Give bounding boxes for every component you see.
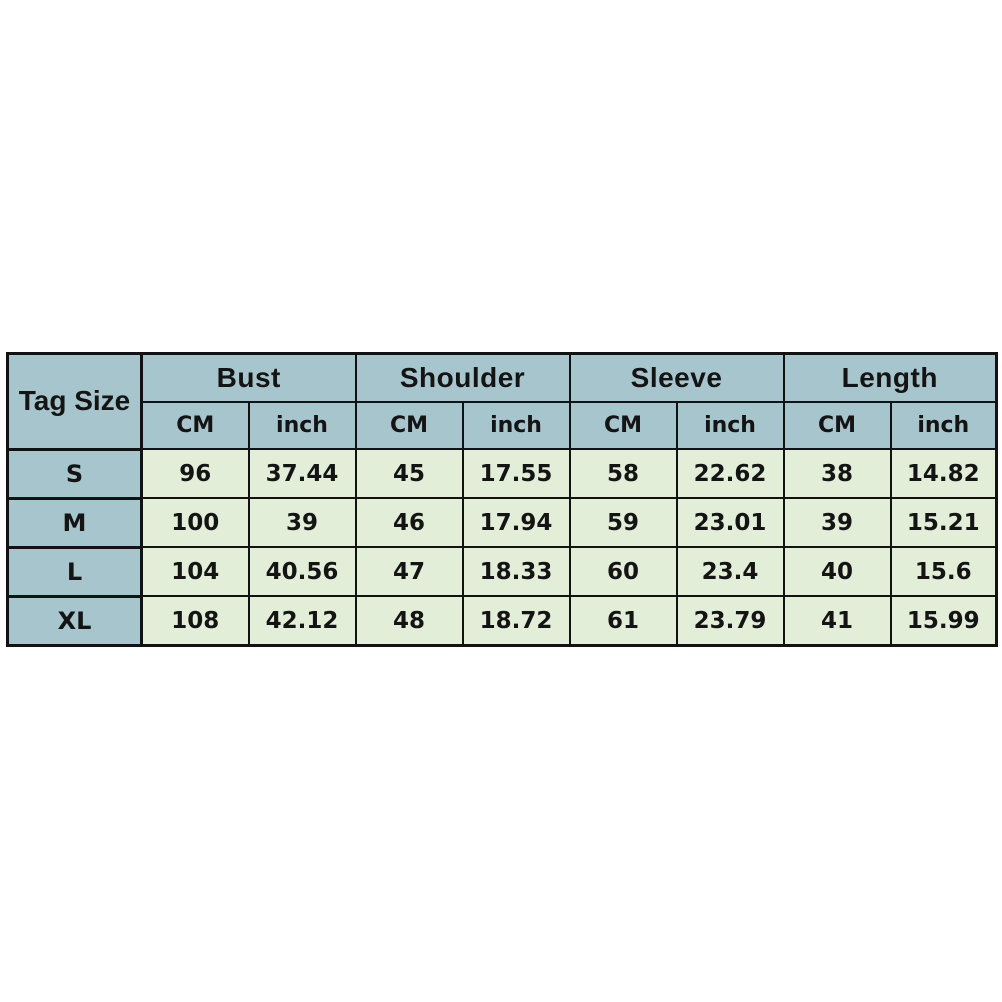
- value-cell-xl-bust-cm: 108: [140, 595, 250, 647]
- value-cell-l-bust-cm: 104: [140, 546, 250, 597]
- value-cell-s-bust-cm: 96: [140, 448, 250, 499]
- value-cell-xl-bust-inch: 42.12: [247, 595, 357, 647]
- group-header-bust: Bust: [140, 352, 357, 403]
- unit-header-bust-cm: CM: [140, 401, 250, 450]
- value-cell-m-length-inch: 15.21: [889, 497, 998, 548]
- value-cell-l-shoulder-cm: 47: [354, 546, 464, 597]
- value-cell-s-length-inch: 14.82: [889, 448, 998, 499]
- unit-header-shoulder-cm: CM: [354, 401, 464, 450]
- value-cell-m-bust-inch: 39: [247, 497, 357, 548]
- value-cell-l-sleeve-inch: 23.4: [675, 546, 785, 597]
- unit-header-length-cm: CM: [782, 401, 892, 450]
- value-cell-l-length-cm: 40: [782, 546, 892, 597]
- value-cell-xl-length-cm: 41: [782, 595, 892, 647]
- value-cell-xl-sleeve-cm: 61: [568, 595, 678, 647]
- value-cell-s-sleeve-inch: 22.62: [675, 448, 785, 499]
- value-cell-l-length-inch: 15.6: [889, 546, 998, 597]
- unit-header-sleeve-inch: inch: [675, 401, 785, 450]
- table-row-size-l: L 104 40.56 47 18.33 60 23.4 40 15.6: [6, 545, 998, 598]
- unit-header-length-inch: inch: [889, 401, 998, 450]
- group-header-sleeve: Sleeve: [568, 352, 785, 403]
- unit-header-sleeve-cm: CM: [568, 401, 678, 450]
- unit-header-row: CM inch CM inch CM inch CM inch: [8, 401, 998, 450]
- group-header-row: Tag Size Bust Shoulder Sleeve Length: [6, 352, 998, 451]
- value-cell-xl-shoulder-cm: 48: [354, 595, 464, 647]
- value-cell-m-sleeve-inch: 23.01: [675, 497, 785, 548]
- corner-cell-tag-size: Tag Size: [6, 352, 143, 451]
- value-cell-m-bust-cm: 100: [140, 497, 250, 548]
- value-cell-s-shoulder-cm: 45: [354, 448, 464, 499]
- table-row-size-s: S 96 37.44 45 17.55 58 22.62 38 14.82: [6, 447, 998, 500]
- size-cell-xl: XL: [6, 594, 143, 647]
- unit-header-shoulder-inch: inch: [461, 401, 571, 450]
- size-cell-l: L: [6, 545, 143, 598]
- value-cell-s-length-cm: 38: [782, 448, 892, 499]
- value-cell-m-sleeve-cm: 59: [568, 497, 678, 548]
- group-header-shoulder: Shoulder: [354, 352, 571, 403]
- unit-header-bust-inch: inch: [247, 401, 357, 450]
- value-cell-l-sleeve-cm: 60: [568, 546, 678, 597]
- table-row-size-m: M 100 39 46 17.94 59 23.01 39 15.21: [6, 496, 998, 549]
- size-chart-table: Tag Size Bust Shoulder Sleeve Length CM …: [6, 352, 999, 647]
- group-header-length: Length: [782, 352, 998, 403]
- value-cell-s-bust-inch: 37.44: [247, 448, 357, 499]
- value-cell-l-shoulder-inch: 18.33: [461, 546, 571, 597]
- value-cell-m-length-cm: 39: [782, 497, 892, 548]
- value-cell-s-shoulder-inch: 17.55: [461, 448, 571, 499]
- value-cell-l-bust-inch: 40.56: [247, 546, 357, 597]
- table-row-size-xl: XL 108 42.12 48 18.72 61 23.79 41 15.99: [6, 594, 998, 647]
- value-cell-xl-sleeve-inch: 23.79: [675, 595, 785, 647]
- size-cell-s: S: [6, 447, 143, 500]
- value-cell-s-sleeve-cm: 58: [568, 448, 678, 499]
- value-cell-m-shoulder-inch: 17.94: [461, 497, 571, 548]
- value-cell-xl-length-inch: 15.99: [889, 595, 998, 647]
- size-cell-m: M: [6, 496, 143, 549]
- value-cell-m-shoulder-cm: 46: [354, 497, 464, 548]
- value-cell-xl-shoulder-inch: 18.72: [461, 595, 571, 647]
